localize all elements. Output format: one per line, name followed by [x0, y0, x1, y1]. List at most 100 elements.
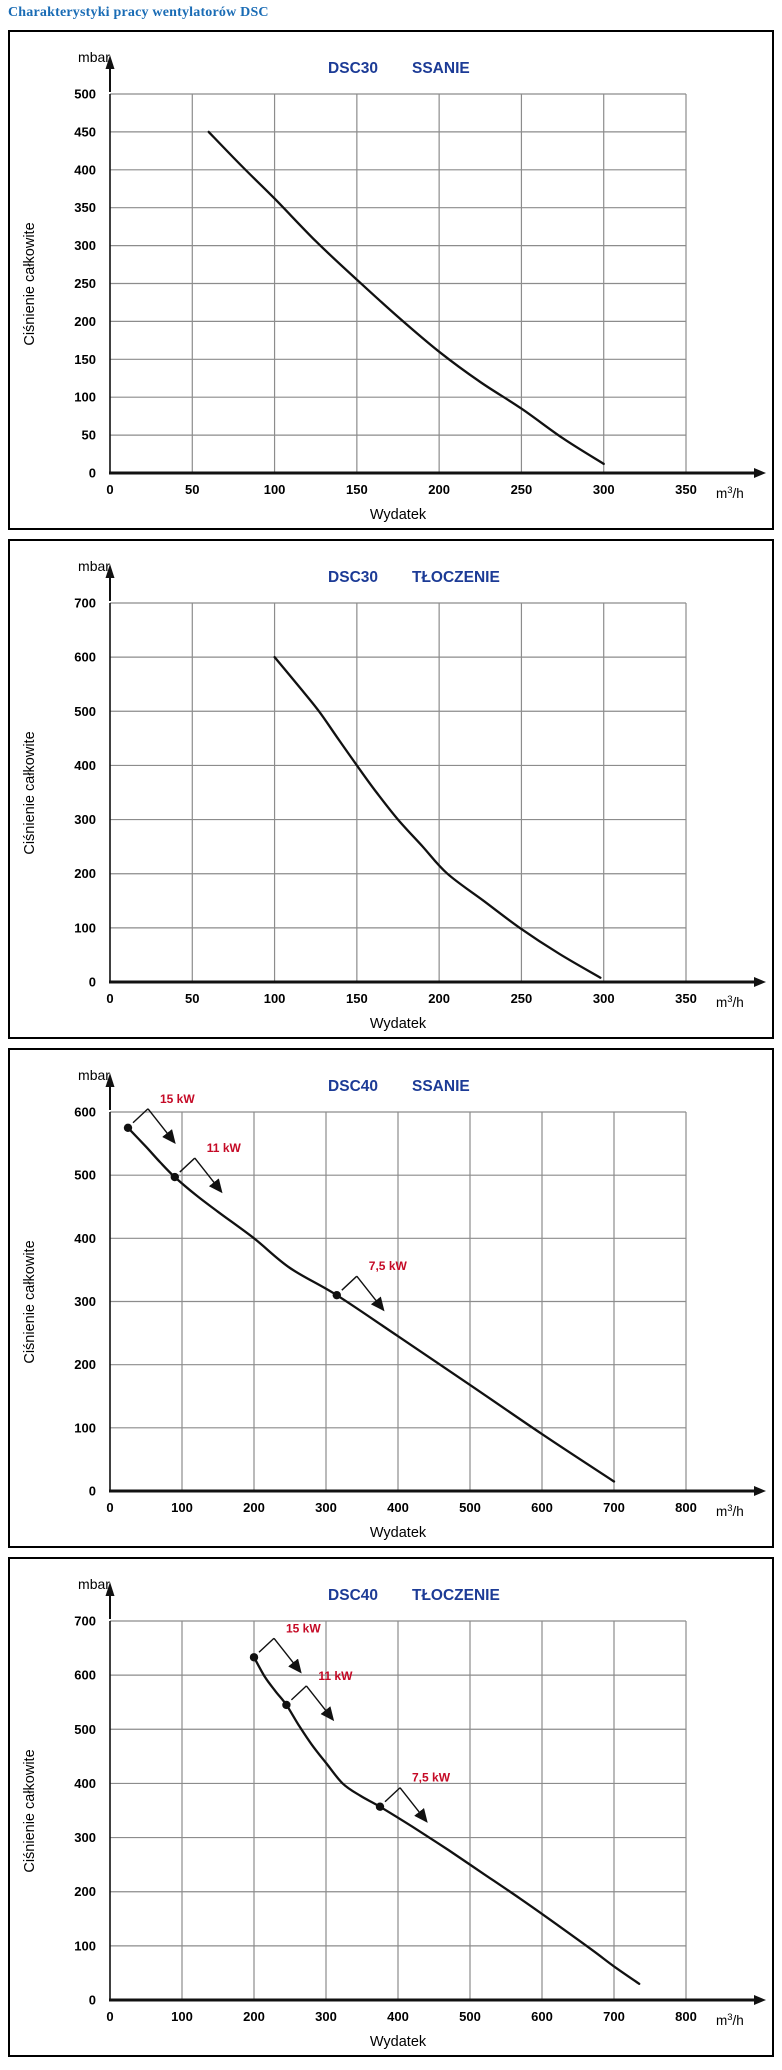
y-tick-label: 300 [74, 1294, 96, 1309]
y-tick-label: 500 [74, 1168, 96, 1183]
x-tick-label: 250 [511, 482, 533, 497]
operating-point-dot [123, 1123, 133, 1132]
y-tick-label: 300 [74, 812, 96, 827]
x-tick-label: 300 [593, 991, 615, 1006]
page-title: Charakterystyki pracy wentylatorów DSC [8, 5, 269, 20]
chart-model-title: DSC30 [328, 569, 378, 586]
x-tick-label: 0 [106, 482, 113, 497]
x-tick-label: 0 [106, 991, 113, 1006]
y-axis-arrow-icon [105, 1582, 115, 1596]
fan-curve [207, 130, 605, 466]
x-axis-arrow-icon [754, 1486, 766, 1496]
y-tick-label: 400 [74, 758, 96, 773]
x-tick-label: 200 [428, 482, 450, 497]
y-tick-label: 400 [74, 162, 96, 177]
x-axis-arrow-icon [754, 1995, 766, 2005]
chart-mode-title: SSANIE [412, 60, 470, 77]
operating-point-dot [332, 1290, 341, 1300]
x-tick-label: 500 [459, 1500, 481, 1515]
y-unit-label: mbar [78, 1576, 110, 1592]
operating-point-dot [282, 1700, 291, 1710]
x-tick-label: 350 [675, 482, 697, 497]
power-annotation-label: 7,5 kW [369, 1259, 408, 1273]
x-tick-label: 100 [264, 991, 286, 1006]
x-tick-label: 300 [315, 2009, 337, 2024]
x-tick-label: 150 [346, 991, 368, 1006]
annotation-leader-line [132, 1108, 149, 1124]
y-tick-label: 300 [74, 238, 96, 253]
power-annotation-label: 15 kW [286, 1621, 321, 1635]
x-tick-label: 200 [243, 1500, 265, 1515]
power-annotation-label: 15 kW [160, 1092, 195, 1106]
operating-point-dot [375, 1802, 385, 1811]
y-tick-label: 600 [74, 1668, 96, 1683]
x-tick-label: 100 [264, 482, 286, 497]
y-tick-label: 500 [74, 87, 96, 102]
chart-mode-title: TŁOCZENIE [412, 569, 500, 586]
y-tick-label: 600 [74, 1105, 96, 1120]
y-axis-title: Ciśnienie całkowite [22, 222, 38, 345]
fan-curve [273, 655, 602, 979]
chart-panel-dsc30-ssanie: 0 50 100 150 200 250 300 350 400 450 500 0 50 100 150 2… [8, 30, 774, 530]
power-annotation-label: 11 kW [207, 1141, 242, 1155]
x-tick-label: 400 [387, 1500, 409, 1515]
y-tick-label: 500 [74, 1722, 96, 1737]
x-tick-label: 350 [675, 991, 697, 1006]
annotation-leader-line [384, 1787, 401, 1803]
chart-svg: 0 100 200 300 400 500 600 700 0 50 100 150 200 250 300… [22, 558, 766, 1032]
y-tick-label: 0 [89, 466, 96, 481]
y-unit-label: mbar [78, 558, 110, 574]
y-axis-title: Ciśnienie całkowite [22, 731, 38, 854]
annotation-arrow [399, 1787, 428, 1823]
y-axis-arrow-icon [105, 564, 115, 578]
x-tick-label: 500 [459, 2009, 481, 2024]
x-axis-title: Wydatek [370, 2034, 427, 2050]
x-tick-label: 0 [106, 2009, 113, 2024]
y-tick-label: 200 [74, 866, 96, 881]
x-unit-label: m3/h [716, 485, 744, 501]
chart-svg: 0 100 200 300 400 500 600 700 0 100 200 300 400 500 60… [22, 1576, 766, 2050]
y-tick-label: 100 [74, 1420, 96, 1435]
annotation-arrow [147, 1108, 176, 1144]
y-tick-label: 50 [82, 428, 96, 443]
y-tick-label: 100 [74, 390, 96, 405]
power-annotation-label: 11 kW [318, 1669, 353, 1683]
x-tick-label: 100 [171, 2009, 193, 2024]
chart-mode-title: TŁOCZENIE [412, 1587, 500, 1604]
y-tick-label: 100 [74, 1938, 96, 1953]
y-axis-title: Ciśnienie całkowite [22, 1749, 38, 1872]
operating-point-dot [170, 1172, 179, 1182]
x-tick-label: 300 [593, 482, 615, 497]
y-tick-label: 200 [74, 314, 96, 329]
chart-model-title: DSC30 [328, 60, 378, 77]
y-tick-label: 350 [74, 200, 96, 215]
y-tick-label: 200 [74, 1357, 96, 1372]
fan-curve [126, 1126, 616, 1483]
chart-panel-dsc40-tloczenie: 0 100 200 300 400 500 600 700 0 100 200 300 400 500 60… [8, 1557, 774, 2057]
y-tick-label: 150 [74, 352, 96, 367]
y-unit-label: mbar [78, 49, 110, 65]
x-unit-label: m3/h [716, 1503, 744, 1519]
y-tick-label: 600 [74, 650, 96, 665]
y-tick-label: 700 [74, 596, 96, 611]
annotation-arrow [194, 1157, 223, 1194]
x-axis-title: Wydatek [370, 1525, 427, 1541]
chart-panel-dsc30-tloczenie: 0 100 200 300 400 500 600 700 0 50 100 150 200 250 300… [8, 539, 774, 1039]
fan-curve [252, 1656, 641, 1985]
y-tick-label: 250 [74, 276, 96, 291]
y-tick-label: 100 [74, 920, 96, 935]
chart-svg: 0 50 100 150 200 250 300 350 400 450 500 0 50 100 150 2… [22, 49, 766, 523]
x-unit-label: m3/h [716, 994, 744, 1010]
x-tick-label: 700 [603, 1500, 625, 1515]
annotation-arrow [356, 1275, 385, 1312]
annotation-leader-line [341, 1275, 358, 1291]
annotation-arrow [273, 1637, 302, 1674]
x-tick-label: 50 [185, 482, 199, 497]
power-annotation-label: 7,5 kW [412, 1771, 451, 1785]
y-axis-arrow-icon [105, 1073, 115, 1087]
y-axis-arrow-icon [105, 55, 115, 69]
annotation-leader-line [179, 1157, 196, 1173]
x-tick-label: 200 [243, 2009, 265, 2024]
annotation-leader-line [258, 1637, 275, 1653]
x-axis-arrow-icon [754, 468, 766, 478]
